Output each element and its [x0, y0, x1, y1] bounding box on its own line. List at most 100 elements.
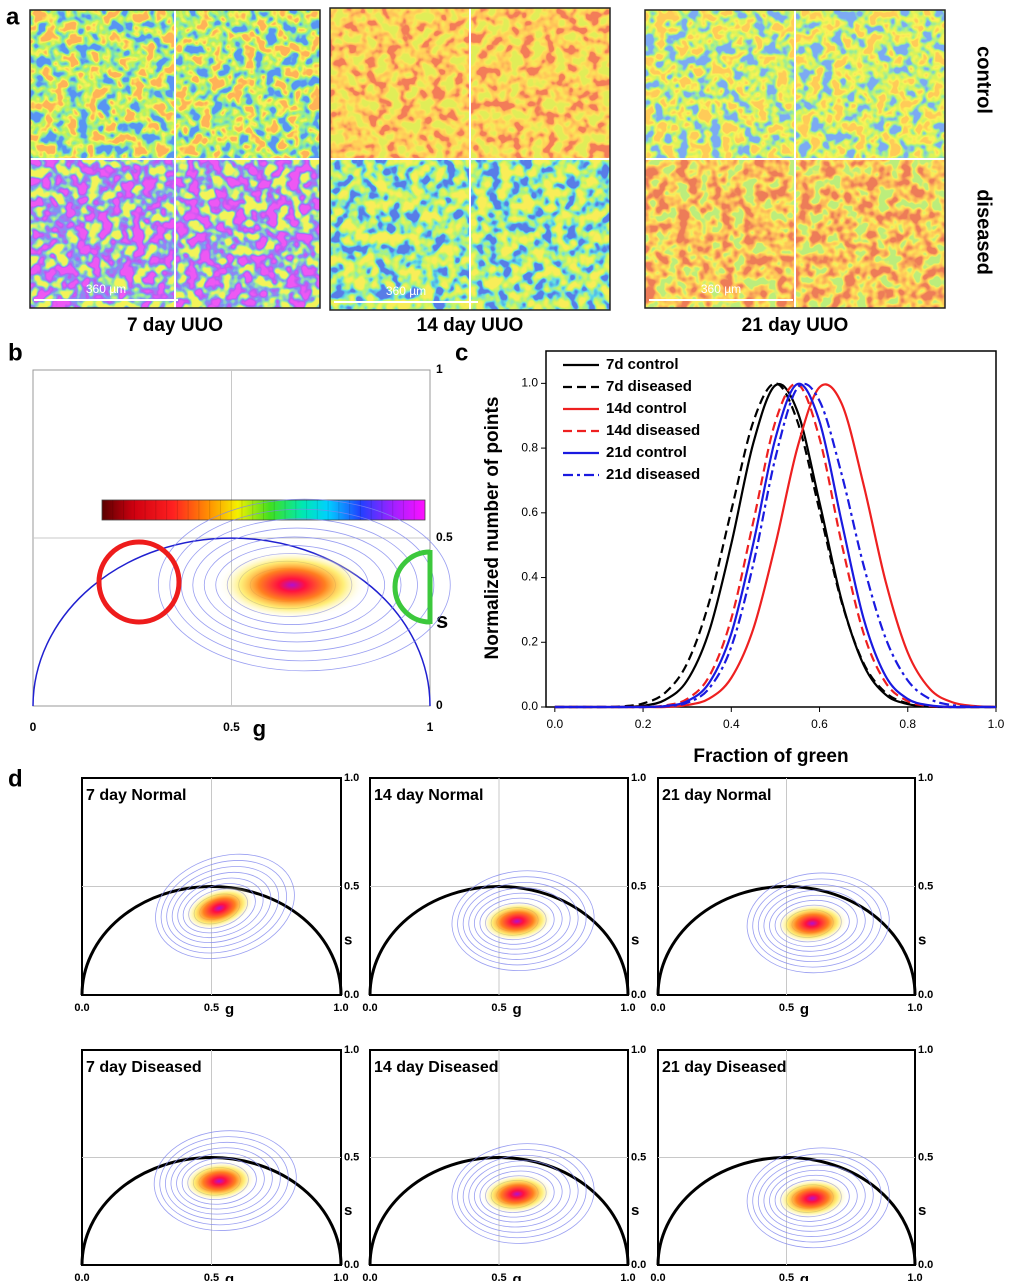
- legend-label: 21d control: [606, 444, 687, 461]
- s-axis-label: s: [344, 932, 352, 949]
- density-blob: [183, 1161, 256, 1202]
- legend-label: 14d control: [606, 400, 687, 417]
- density-blob: [481, 1174, 553, 1215]
- scale-bar-label: 360 µm: [386, 284, 426, 298]
- plot-frame: [545, 350, 997, 708]
- s-tick-label: 1: [436, 362, 443, 376]
- y-tick-label: 0.4: [521, 570, 538, 584]
- x-axis-label: Fraction of green: [693, 746, 848, 767]
- y-tick-label: 0.8: [521, 440, 538, 454]
- contour: [155, 853, 295, 959]
- s-tick-label: 0.0: [631, 989, 646, 1001]
- image-frame: [329, 7, 611, 311]
- legend-label: 7d control: [606, 356, 679, 373]
- contour: [153, 1130, 297, 1231]
- s-axis-label: s: [631, 932, 639, 949]
- panel-label: c: [455, 339, 468, 366]
- s-tick-label: 1.0: [918, 1044, 933, 1056]
- s-tick-label: 0.5: [631, 880, 646, 892]
- contour: [479, 1170, 555, 1218]
- group-label: 21 day UUO: [742, 315, 849, 336]
- contour: [192, 527, 402, 643]
- legend-label: 21d diseased: [606, 466, 700, 483]
- s-tick-label: 0.5: [918, 880, 933, 892]
- contour: [774, 899, 850, 947]
- s-tick-label: 1.0: [631, 772, 646, 784]
- contour: [181, 1157, 257, 1205]
- x-tick-label: 0.0: [546, 717, 563, 731]
- g-axis-label: g: [800, 1271, 809, 1281]
- x-tick-label: 0.2: [635, 717, 652, 731]
- contour: [757, 884, 874, 962]
- micrograph-tile: [175, 159, 320, 308]
- s-axis-label: s: [631, 1202, 639, 1219]
- x-tick-label: 0.4: [723, 717, 740, 731]
- g-tick-label: 1.0: [907, 1272, 922, 1281]
- contour: [203, 536, 386, 634]
- green-region: [392, 549, 431, 625]
- contour: [177, 877, 264, 938]
- contour: [159, 1136, 289, 1226]
- micrograph-tile: [795, 10, 945, 159]
- g-axis-label: g: [512, 1001, 521, 1018]
- colorbar: [101, 499, 426, 521]
- contour: [473, 1165, 563, 1223]
- s-tick-label: 0.0: [918, 1259, 933, 1271]
- g-tick-label: 0.0: [650, 1002, 665, 1014]
- series-line: [554, 382, 997, 709]
- image-frame: [644, 9, 946, 309]
- micrograph-tile: [645, 10, 795, 159]
- s-tick-label: 0.5: [344, 1151, 359, 1163]
- s-tick-label: 0.0: [344, 1259, 359, 1271]
- g-tick-label: 1.0: [333, 1002, 348, 1014]
- contour: [457, 1149, 587, 1239]
- contour: [457, 876, 587, 966]
- contour: [746, 872, 890, 974]
- x-tick-label: 0.6: [811, 717, 828, 731]
- g-tick-label: 0.0: [74, 1002, 89, 1014]
- micrograph-tile: [30, 159, 175, 308]
- contour: [170, 1147, 273, 1215]
- density-blob: [218, 550, 366, 620]
- g-tick-label: 0.5: [204, 1272, 219, 1281]
- s-axis-label: s: [344, 1202, 352, 1219]
- contour: [166, 866, 280, 949]
- contour: [774, 1174, 850, 1222]
- panel-label: d: [8, 765, 23, 792]
- g-tick-label: 0.0: [362, 1002, 377, 1014]
- condition-label: diseased: [973, 189, 995, 275]
- contour: [176, 1152, 265, 1210]
- contour: [752, 878, 882, 968]
- contour: [746, 1147, 890, 1249]
- contour: [763, 1164, 866, 1232]
- contour: [769, 894, 858, 952]
- condition-label: control: [973, 46, 995, 114]
- s-tick-label: 0.5: [344, 880, 359, 892]
- density-blob: [776, 903, 849, 944]
- image-frame: [29, 9, 321, 309]
- y-tick-label: 0.0: [521, 699, 538, 713]
- g-tick-label: 0.5: [491, 1002, 506, 1014]
- g-tick-label: 0.5: [779, 1002, 794, 1014]
- g-tick-label: 0.5: [779, 1272, 794, 1281]
- micrograph-tile: [175, 10, 320, 159]
- g-tick-label: 0.5: [223, 720, 240, 734]
- panel-label: a: [6, 3, 20, 30]
- legend-label: 14d diseased: [606, 422, 700, 439]
- density-blob: [481, 901, 553, 942]
- g-tick-label: 1.0: [620, 1002, 635, 1014]
- s-tick-label: 0.5: [436, 530, 453, 544]
- g-axis-label: g: [512, 1271, 521, 1281]
- y-tick-label: 0.6: [521, 505, 538, 519]
- g-tick-label: 0.5: [204, 1002, 219, 1014]
- contour: [462, 1154, 579, 1233]
- scale-bar-label: 360 µm: [701, 282, 741, 296]
- contour: [462, 881, 579, 960]
- contour: [215, 545, 369, 625]
- group-label: 14 day UUO: [417, 315, 524, 336]
- micrograph-tile: [30, 10, 175, 159]
- contour: [169, 508, 435, 662]
- density-blob: [184, 886, 255, 931]
